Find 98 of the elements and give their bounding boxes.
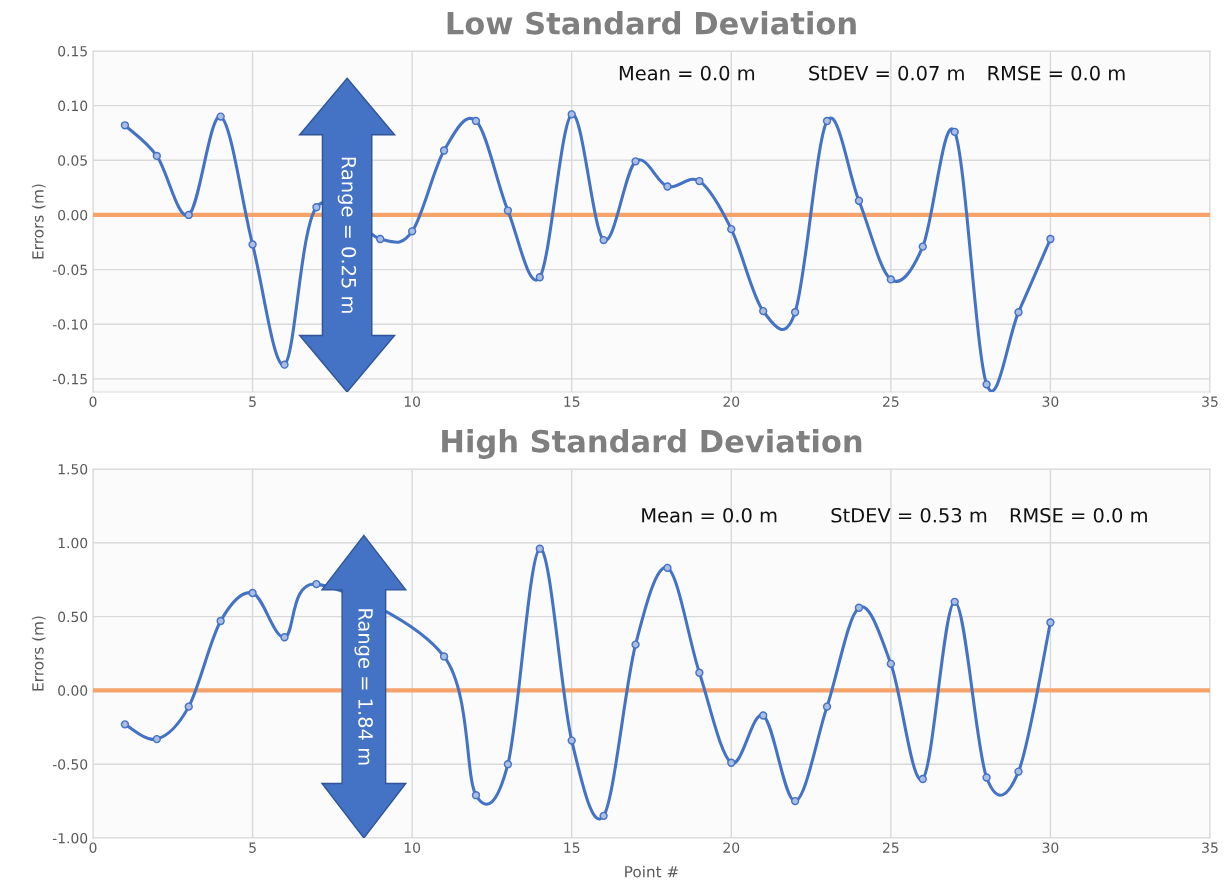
y-tick-label: 0.00 (58, 685, 88, 696)
annotation: RMSE = 0.0 m (988, 65, 1125, 81)
point (822, 702, 832, 711)
x-tick-label: 35 (1202, 842, 1218, 853)
point (503, 760, 513, 769)
point (312, 579, 321, 589)
point (535, 544, 544, 553)
point (663, 563, 672, 573)
annotation: Range = 0.25 m (337, 157, 357, 313)
x-tick-label: 5 (249, 396, 256, 407)
point (1046, 618, 1055, 627)
point (854, 603, 864, 612)
point (759, 306, 768, 316)
point (727, 224, 736, 234)
point (152, 151, 161, 161)
point (790, 796, 800, 806)
point (248, 240, 257, 249)
point (407, 227, 417, 236)
point (822, 116, 832, 126)
point (918, 774, 927, 784)
y-tick-label: 0.50 (58, 611, 88, 623)
point (695, 176, 704, 186)
point (184, 702, 193, 711)
x-tick-label: 0 (89, 842, 97, 853)
x-tick-label: 20 (723, 842, 740, 853)
point (471, 116, 481, 126)
x-tick-label: 10 (404, 396, 421, 407)
y-tick-label: -0.05 (52, 264, 87, 276)
point (248, 588, 257, 598)
point (439, 652, 449, 661)
point (535, 273, 544, 282)
y-tick-label: -0.50 (52, 759, 88, 770)
x-tick-label: 15 (564, 842, 580, 853)
point (790, 308, 800, 317)
x-tick-label: 25 (883, 842, 899, 853)
point (471, 791, 481, 800)
annotation: StDEV = 0.53 m (831, 507, 987, 523)
point (982, 773, 991, 782)
annotation: StDEV = 0.07 m (809, 65, 964, 81)
point (631, 640, 640, 649)
x-tick-label: 0 (89, 396, 97, 407)
point (663, 182, 672, 191)
y-tick-label: 0.05 (58, 155, 87, 166)
annotation: RMSE = 0.0 m (1010, 507, 1147, 523)
x-tick-label: 10 (404, 842, 421, 853)
x-tick-label: 25 (883, 396, 899, 407)
point (312, 203, 321, 212)
point (982, 380, 991, 389)
point (503, 206, 513, 215)
y-tick-label: 0.10 (58, 100, 88, 112)
point (152, 734, 161, 744)
point (567, 110, 576, 119)
chart-title: Low Standard Deviation (447, 11, 856, 35)
y-tick-label: -0.10 (52, 319, 88, 330)
y-tick-label: -0.15 (52, 373, 87, 385)
point (599, 235, 608, 245)
x-tick-label: 20 (723, 396, 740, 407)
point (120, 720, 130, 729)
y-axis-title: Errors (m) (31, 616, 46, 691)
point (886, 275, 896, 284)
point (950, 127, 959, 137)
point (918, 242, 927, 251)
chart-title: High Standard Deviation (442, 429, 862, 459)
annotation: Range = 1.84 m (354, 609, 373, 765)
point (184, 210, 193, 220)
point (695, 668, 704, 677)
x-tick-label: 30 (1042, 842, 1059, 853)
point (439, 146, 449, 155)
point (599, 811, 608, 821)
point (376, 234, 385, 244)
x-tick-label: 15 (564, 396, 580, 407)
point (567, 736, 576, 745)
point (759, 711, 768, 720)
y-tick-label: -1.00 (52, 832, 88, 844)
point (280, 360, 289, 369)
annotation: Mean = 0.0 m (642, 507, 777, 523)
point (216, 616, 225, 626)
point (280, 633, 289, 642)
point (1014, 767, 1023, 776)
annotation: Mean = 0.0 m (619, 65, 755, 81)
point (886, 659, 896, 668)
point (120, 121, 130, 130)
point (631, 157, 640, 166)
point (854, 196, 864, 205)
x-axis-title: Point # (625, 865, 679, 878)
point (216, 112, 225, 121)
y-tick-label: 0.15 (58, 45, 87, 57)
y-tick-label: 1.50 (58, 463, 88, 475)
point (1046, 234, 1055, 244)
x-tick-label: 35 (1202, 396, 1218, 407)
y-tick-label: 1.00 (58, 537, 88, 549)
x-tick-label: 5 (249, 842, 256, 853)
point (950, 597, 959, 607)
y-tick-label: 0.00 (58, 209, 88, 221)
point (1014, 308, 1023, 317)
point (727, 758, 736, 767)
x-tick-label: 30 (1042, 396, 1059, 407)
y-axis-title: Errors (m) (31, 184, 46, 259)
